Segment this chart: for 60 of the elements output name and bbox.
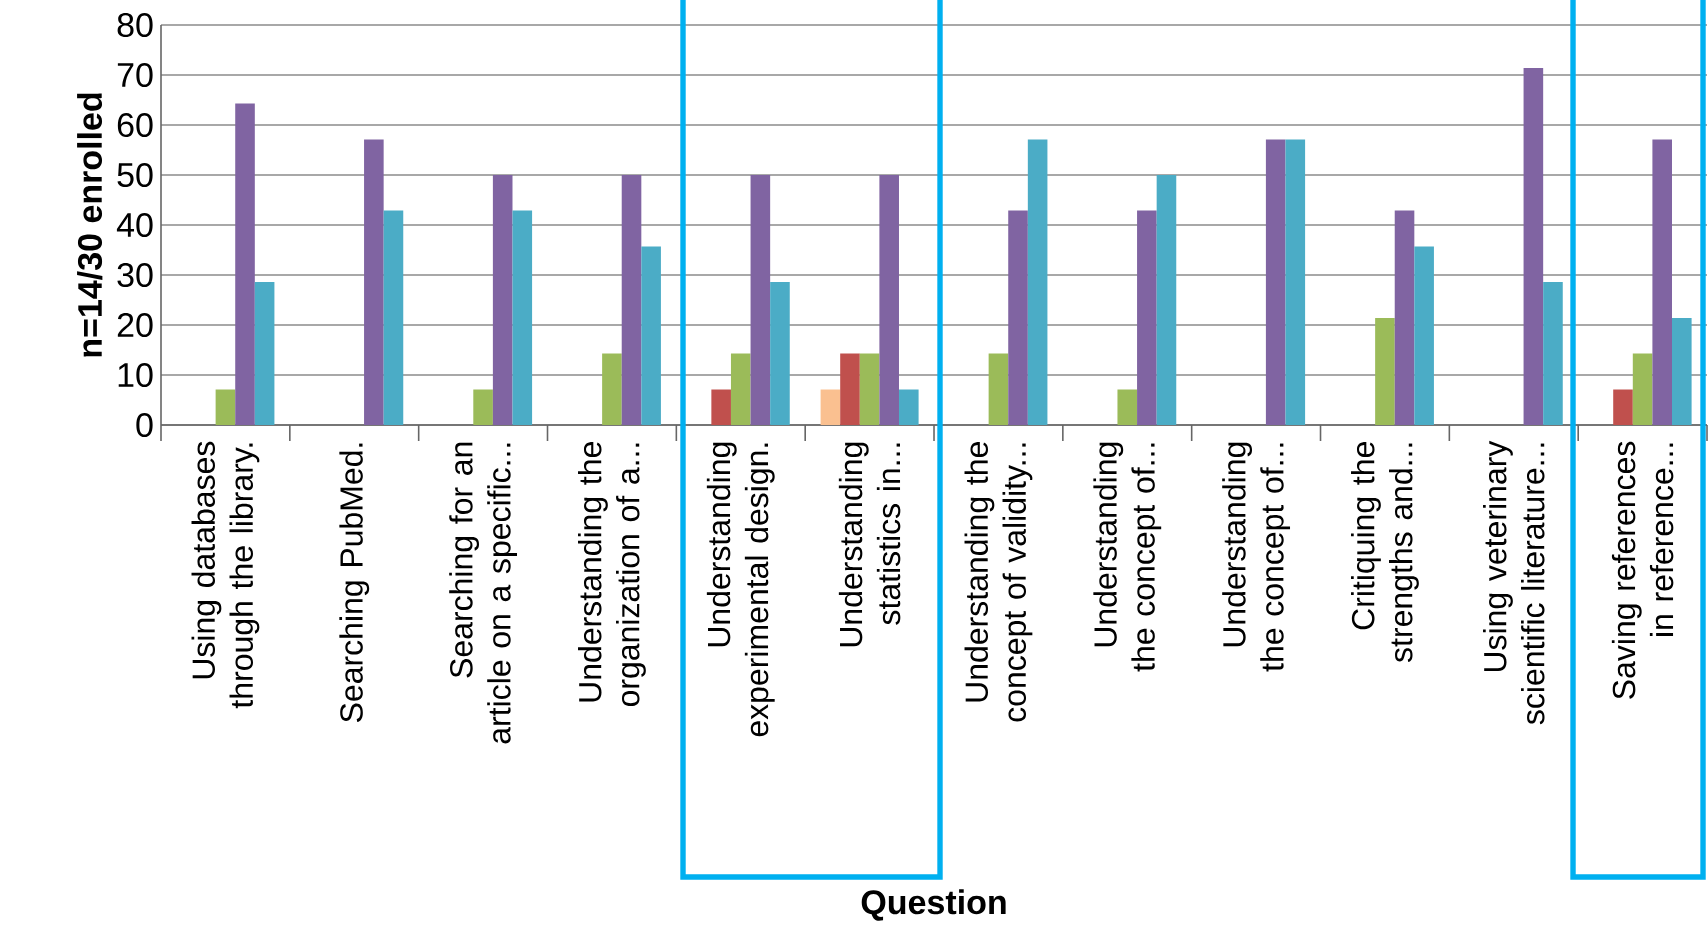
bar bbox=[1027, 139, 1048, 426]
bar bbox=[988, 353, 1009, 426]
x-tick-label: Searching for an article on a specific... bbox=[449, 442, 518, 744]
bar bbox=[820, 389, 841, 426]
bar bbox=[879, 175, 899, 426]
bar bbox=[383, 210, 404, 426]
y-tick-label: 30 bbox=[117, 262, 153, 288]
y-tick-label: 50 bbox=[117, 162, 153, 188]
x-tick-label: Understanding the organization of a... bbox=[578, 442, 646, 707]
bar bbox=[235, 103, 255, 426]
bar bbox=[1156, 175, 1177, 426]
x-tick-label: Saving references in reference... bbox=[1611, 441, 1674, 699]
bar bbox=[1285, 139, 1306, 426]
bar bbox=[602, 353, 622, 426]
bar bbox=[898, 389, 919, 426]
bar bbox=[364, 139, 384, 426]
x-tick-label: Using veterinary scientific literature... bbox=[1483, 440, 1545, 725]
bar bbox=[215, 389, 236, 426]
bar bbox=[1613, 389, 1633, 426]
bar bbox=[492, 175, 513, 426]
bar bbox=[730, 353, 751, 426]
bar bbox=[1543, 282, 1563, 426]
bar bbox=[770, 282, 790, 426]
bar bbox=[1523, 68, 1544, 426]
bar bbox=[1414, 246, 1434, 426]
bar bbox=[711, 389, 731, 426]
x-tick-label: Searching PubMed. bbox=[339, 443, 370, 722]
bar bbox=[1008, 210, 1028, 426]
y-tick-label: 0 bbox=[136, 412, 153, 438]
bar bbox=[750, 175, 771, 426]
bar bbox=[1265, 139, 1286, 426]
x-tick-label: Understanding the concept of validity... bbox=[964, 442, 1033, 722]
bar bbox=[473, 389, 493, 426]
y-tick-label: 40 bbox=[116, 212, 153, 238]
bar bbox=[512, 210, 533, 426]
bar bbox=[1117, 389, 1138, 426]
bar bbox=[859, 353, 880, 426]
x-tick-label: Understanding the concept of... bbox=[1093, 442, 1162, 672]
x-tick-label: Using databases through the library. bbox=[191, 441, 260, 709]
bar bbox=[621, 175, 642, 426]
x-tick-label: Understanding the concept of... bbox=[1222, 442, 1291, 672]
y-tick-label: 20 bbox=[117, 312, 153, 338]
bar bbox=[1652, 139, 1672, 426]
y-tick-label: 60 bbox=[117, 112, 153, 138]
x-axis-title: Question bbox=[861, 889, 1006, 921]
y-tick-label: 80 bbox=[117, 12, 153, 38]
x-tick-label: Critiquing the strengths and... bbox=[1351, 442, 1419, 663]
bar bbox=[1137, 210, 1157, 426]
bar bbox=[1632, 353, 1653, 426]
bar bbox=[641, 246, 661, 426]
x-tick-label: Understanding statistics in... bbox=[838, 442, 901, 647]
y-axis-title: n=14/30 enrolled bbox=[77, 93, 103, 357]
bar bbox=[1394, 210, 1415, 426]
bar bbox=[1672, 318, 1692, 426]
x-tick-label: Understanding experimental design. bbox=[706, 442, 775, 737]
y-tick-label: 10 bbox=[118, 362, 153, 388]
bar bbox=[254, 282, 275, 426]
y-tick-label: 70 bbox=[117, 62, 153, 88]
bar bbox=[1375, 318, 1395, 426]
bar bbox=[840, 353, 860, 426]
